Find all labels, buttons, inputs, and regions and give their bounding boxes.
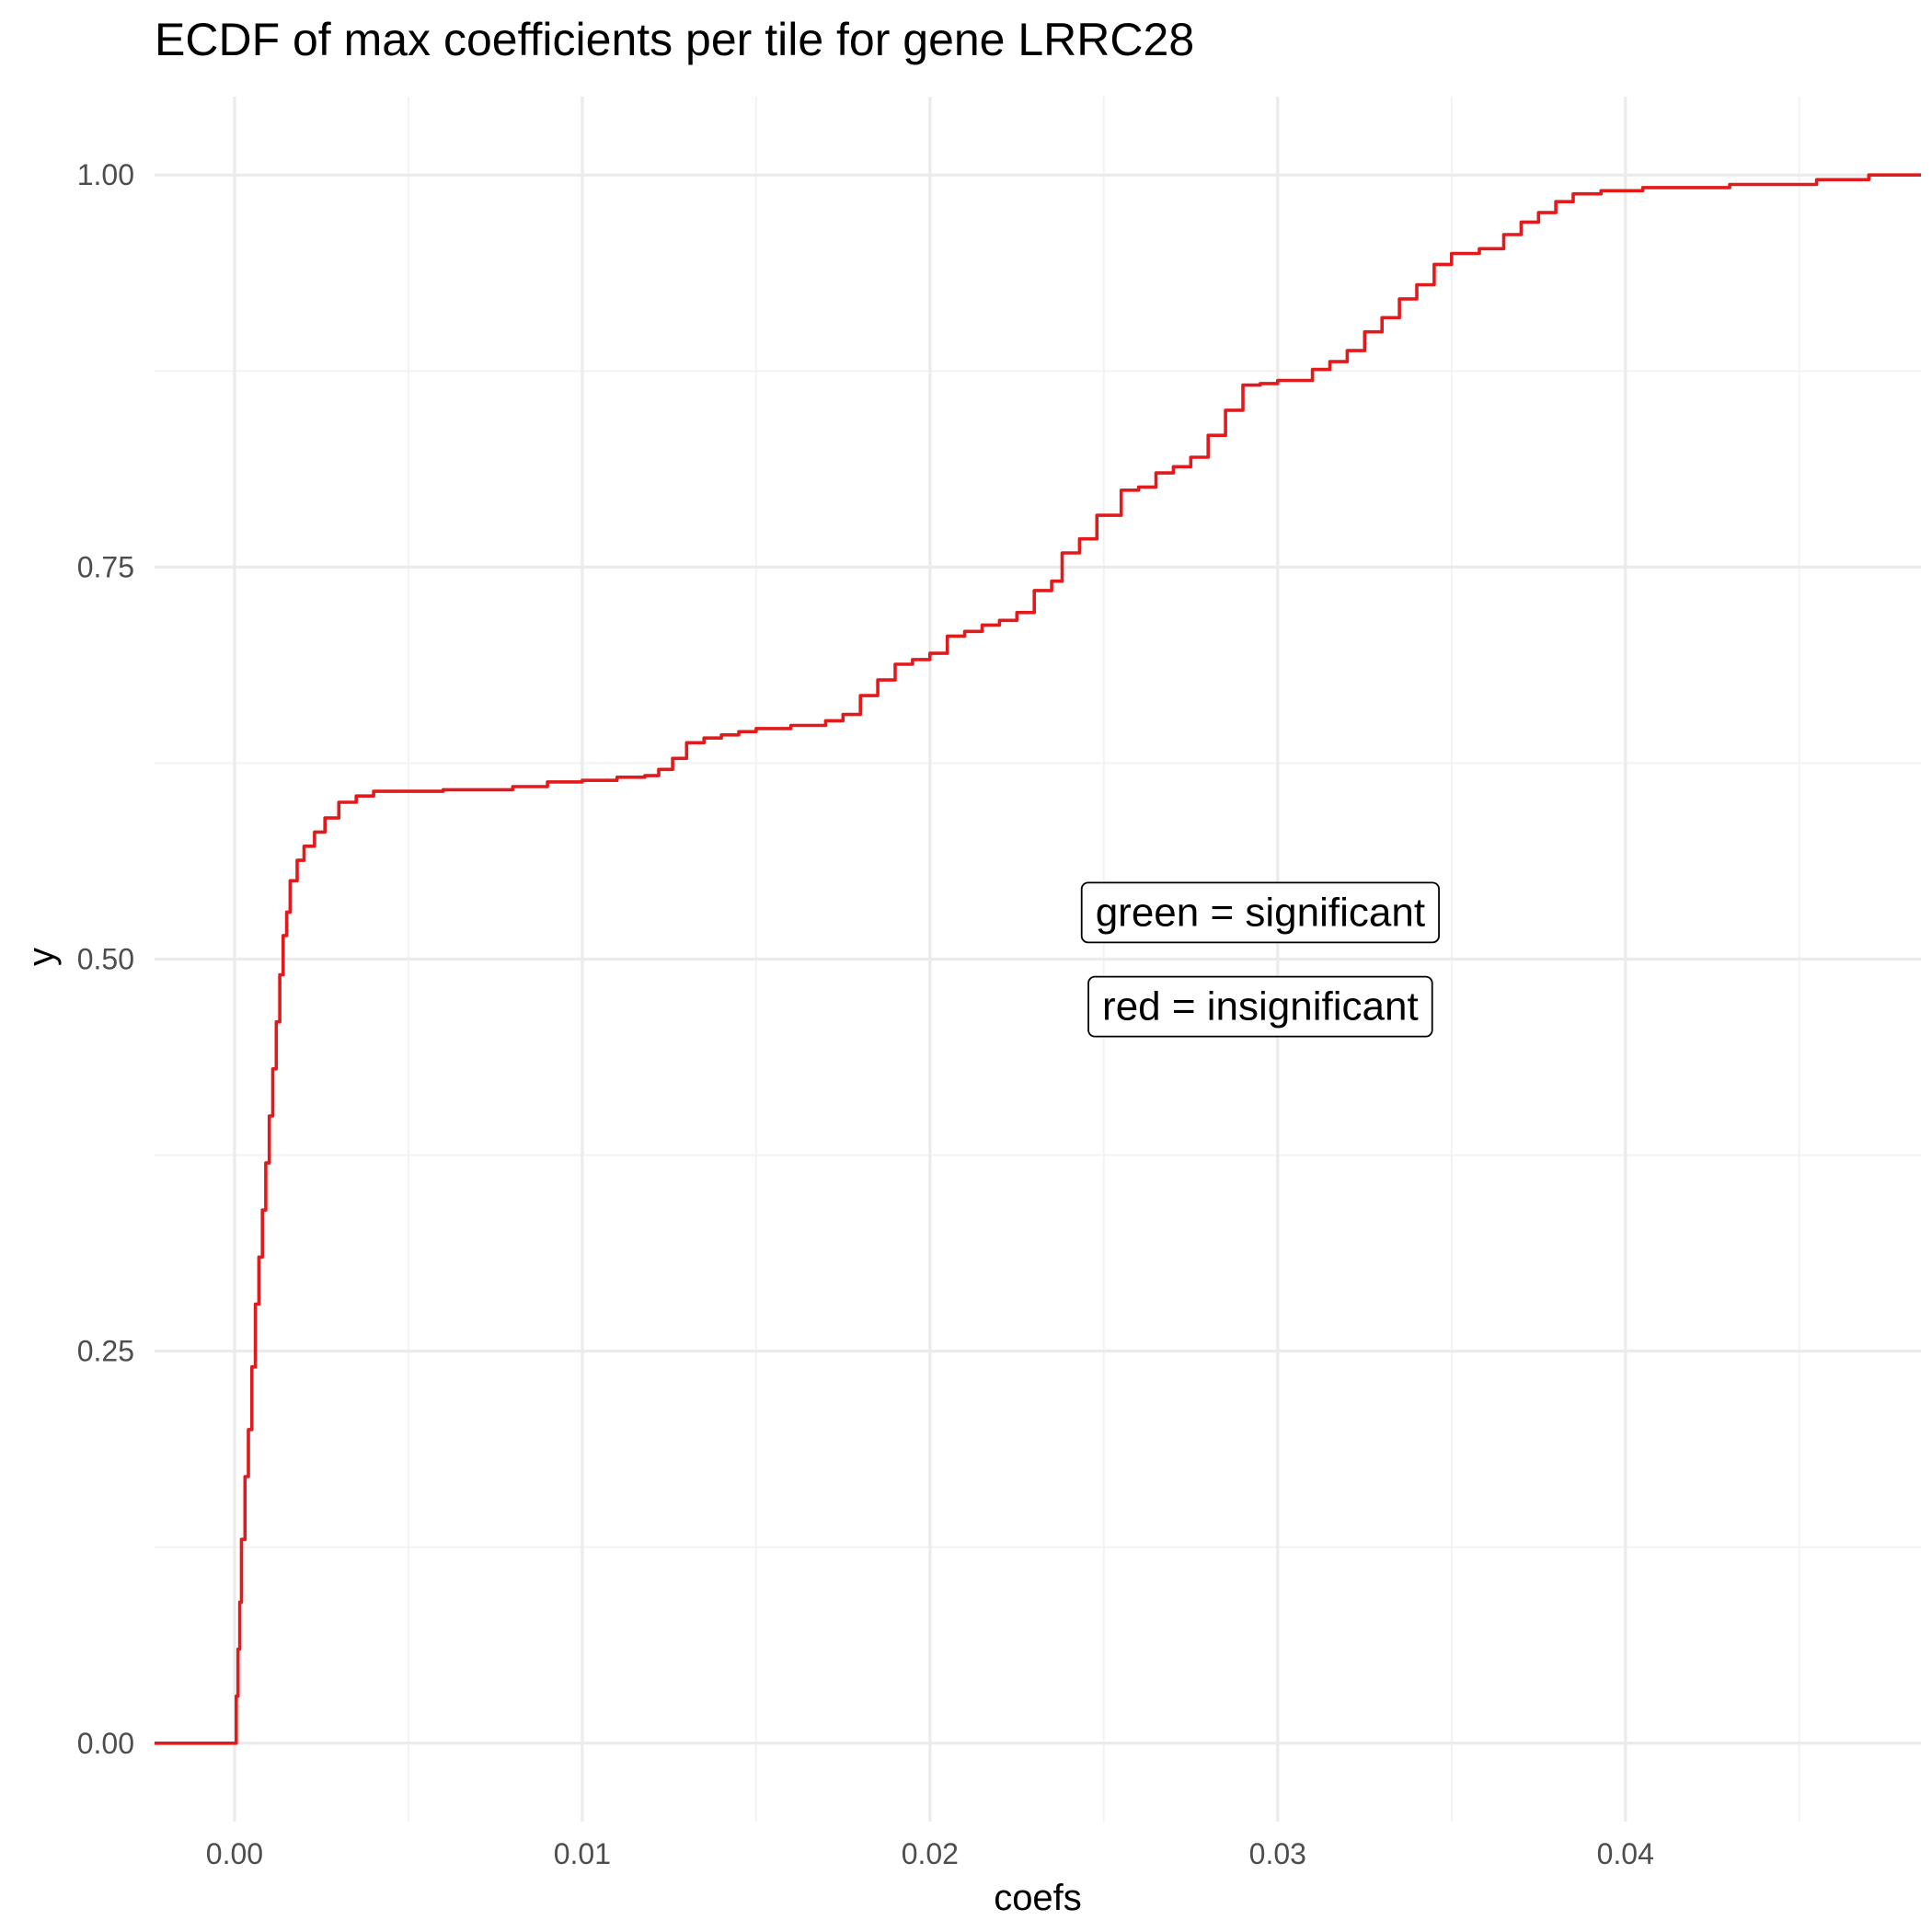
annotation-label: green = significant <box>1080 881 1440 944</box>
x-tick-label: 0.04 <box>1597 1837 1654 1870</box>
ecdf-series-line <box>155 173 1921 1745</box>
y-tick-label: 0.50 <box>77 943 134 976</box>
x-tick-label: 0.03 <box>1249 1837 1306 1870</box>
x-tick-label: 0.00 <box>206 1837 263 1870</box>
annotation-box <box>1080 881 1440 944</box>
x-tick-label: 0.02 <box>902 1837 959 1870</box>
annotation-layer: green = significant red = insignificant <box>1080 881 1440 1038</box>
x-axis-tick-labels: 0.00 0.01 0.02 0.03 0.04 <box>206 1837 1654 1870</box>
major-gridlines <box>155 97 1921 1822</box>
chart-title: ECDF of max coefficients per tile for ge… <box>155 14 1194 65</box>
annotation-text: red = insignificant <box>1102 984 1419 1029</box>
y-axis-title: y <box>21 948 62 966</box>
y-tick-label: 0.25 <box>77 1335 134 1368</box>
annotation-text: green = significant <box>1096 890 1425 935</box>
annotation-label: red = insignificant <box>1087 975 1433 1038</box>
x-axis-title: coefs <box>994 1878 1082 1918</box>
y-tick-label: 1.00 <box>77 158 134 191</box>
y-tick-label: 0.00 <box>77 1727 134 1760</box>
y-axis-tick-labels: 0.00 0.25 0.50 0.75 1.00 <box>77 158 134 1760</box>
x-tick-label: 0.01 <box>554 1837 611 1870</box>
y-tick-label: 0.75 <box>77 550 134 583</box>
series-layer <box>155 173 1921 1745</box>
annotation-box <box>1087 975 1433 1038</box>
